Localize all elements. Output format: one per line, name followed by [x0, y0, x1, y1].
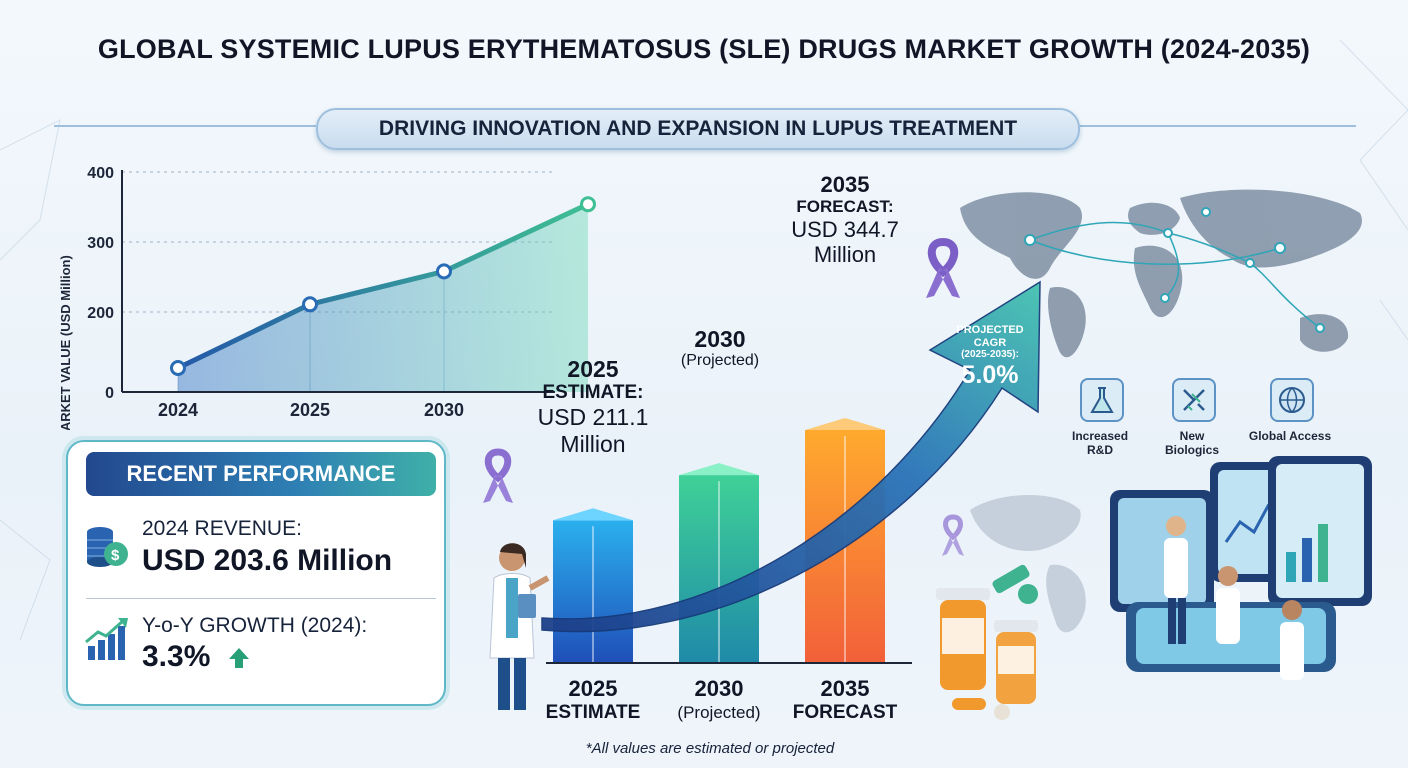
x-tick-sublabel: FORECAST — [793, 702, 898, 723]
revenue-label: 2024 REVENUE: — [142, 517, 302, 540]
bar-top — [553, 508, 633, 521]
digital-health-illustration — [1110, 456, 1372, 680]
bar-top — [679, 463, 759, 476]
x-tick-label: 2030 — [424, 400, 464, 420]
panel-divider — [86, 598, 436, 599]
revenue-value: USD 203.6 Million — [142, 544, 393, 577]
flask-icon — [1080, 378, 1124, 422]
svg-text:$: $ — [111, 547, 120, 564]
x-tick-label: 2025 — [290, 400, 330, 420]
data-point — [170, 360, 186, 376]
x-tick-sublabel: ESTIMATE — [546, 702, 641, 723]
y-axis-label: MARKET VALUE (USD Million) — [58, 255, 73, 430]
world-map-faded — [970, 495, 1086, 633]
medicine-bottles — [936, 564, 1038, 720]
growth-label: Y-o-Y GROWTH (2024): — [142, 614, 368, 637]
data-point — [436, 263, 452, 280]
feature-global-access: Global Access — [1249, 378, 1335, 444]
y-tick-label: 0 — [105, 385, 114, 402]
doctor-figure — [489, 543, 550, 710]
ribbon-icon — [483, 448, 513, 503]
y-tick-label: 400 — [87, 165, 114, 182]
cagr-label: PROJECTED CAGR (2025-2035): 5.0% — [956, 324, 1024, 389]
data-point — [580, 196, 596, 213]
feature-rd: Increased R&D — [1072, 378, 1128, 458]
annotation-2030: 2030 (Projected) — [680, 326, 760, 370]
dna-icon — [1172, 378, 1216, 422]
ribbon-icon — [926, 238, 960, 298]
x-tick-label: 2024 — [158, 400, 198, 420]
world-map — [960, 189, 1362, 358]
line-chart: 0 200 300 400 2024 2025 2030 MARKET VALUE (US… — [58, 165, 596, 430]
growth-arrow — [541, 280, 1041, 633]
bar — [679, 475, 759, 663]
subtitle-rule-right — [1076, 125, 1356, 127]
x-tick-sublabel: (Projected) — [677, 703, 760, 722]
y-tick-label: 200 — [87, 305, 114, 322]
annotation-2035: 2035 FORECAST: USD 344.7 Million — [791, 172, 899, 268]
page-title: GLOBAL SYSTEMIC LUPUS ERYTHEMATOSUS (SLE… — [97, 34, 1311, 64]
feature-biologics: New Biologics — [1165, 378, 1222, 458]
x-tick-label: 2025 — [569, 676, 618, 701]
growth-value: 3.3% — [142, 640, 211, 673]
line-area — [178, 204, 588, 392]
bar — [553, 520, 633, 663]
series-line — [176, 201, 590, 371]
x-tick-label: 2030 — [695, 676, 744, 701]
up-arrow-icon — [229, 648, 249, 668]
y-tick-label: 300 — [87, 235, 114, 252]
coins-icon: $ — [87, 527, 128, 567]
footnote: *All values are estimated or projected — [585, 740, 835, 757]
annotation-2025: 2025 ESTIMATE: USD 211.1 Million — [537, 356, 649, 457]
ribbon-icon — [942, 514, 964, 556]
subtitle-banner: DRIVING INNOVATION AND EXPANSION IN LUPU… — [316, 108, 1080, 150]
bar-top — [805, 418, 885, 430]
recent-performance-header: RECENT PERFORMANCE — [86, 452, 436, 496]
globe-icon — [1270, 378, 1314, 422]
x-tick-label: 2035 — [821, 676, 870, 701]
subtitle-rule-left — [54, 125, 316, 127]
growth-chart-icon — [85, 618, 128, 660]
data-point — [302, 296, 318, 313]
